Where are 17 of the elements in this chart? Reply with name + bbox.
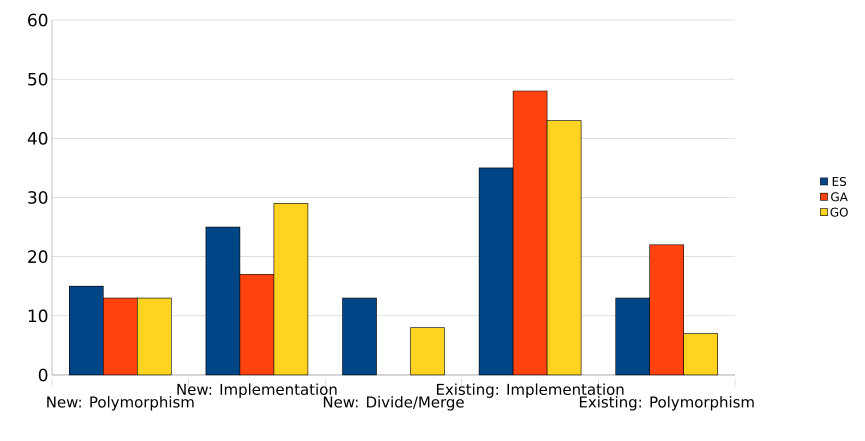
bar <box>410 327 445 376</box>
bar <box>342 298 377 376</box>
legend-label: GO <box>830 208 848 217</box>
y-tick-label: 20 <box>28 250 48 264</box>
y-tick-label: 60 <box>28 14 48 26</box>
x-tick-label: New: Polymorphism <box>47 396 194 411</box>
y-tick-label: 50 <box>28 72 48 86</box>
x-tick-label: New: Divide/Merge <box>324 396 464 411</box>
x-tick-label: New: Implementation <box>177 383 337 398</box>
legend-label: GA <box>831 192 848 202</box>
x-tick-label: Existing: Polymorphism <box>580 396 754 411</box>
y-tick-label: 0 <box>38 368 48 382</box>
x-tick-label: Existing: Implementation <box>436 383 624 398</box>
y-tick-label: 40 <box>28 132 48 145</box>
legend-label: ES <box>832 176 846 186</box>
y-tick-label: 10 <box>28 309 48 322</box>
y-tick-label: 30 <box>28 191 48 204</box>
